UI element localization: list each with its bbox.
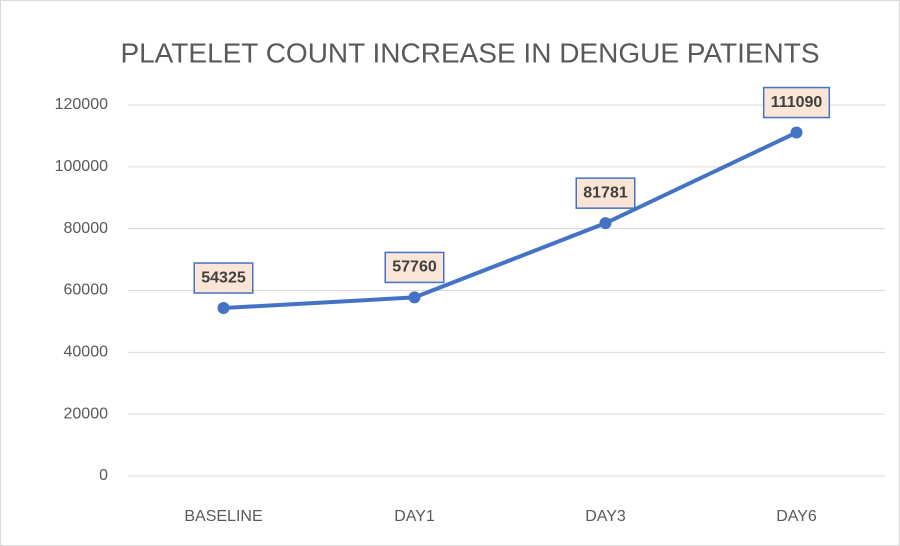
y-tick-label: 60000 xyxy=(64,282,109,299)
chart-title: PLATELET COUNT INCREASE IN DENGUE PATIEN… xyxy=(120,37,819,68)
x-tick-label: BASELINE xyxy=(184,508,262,525)
y-tick-label: 0 xyxy=(99,467,108,484)
x-tick-label: DAY1 xyxy=(394,508,435,525)
data-label-box xyxy=(762,86,831,119)
marker xyxy=(790,126,803,139)
data-label-box xyxy=(384,251,445,284)
marker xyxy=(217,302,230,315)
y-tick-label: 80000 xyxy=(64,220,109,237)
data-label: 54325 xyxy=(201,269,246,286)
data-label-box xyxy=(575,177,636,209)
marker xyxy=(599,217,612,230)
marker xyxy=(408,291,421,304)
line xyxy=(223,130,798,311)
y-tick-label: 40000 xyxy=(64,344,109,361)
data-label-box xyxy=(193,262,254,294)
data-label: 111090 xyxy=(771,94,823,111)
x-tick-label: DAY3 xyxy=(585,508,626,525)
x-tick-label: DAY6 xyxy=(776,508,817,525)
y-tick-label: 100000 xyxy=(55,158,108,175)
y-tick-label: 120000 xyxy=(55,96,108,113)
data-label: 81781 xyxy=(583,184,628,201)
data-label: 57760 xyxy=(392,259,437,276)
y-tick-label: 20000 xyxy=(64,405,109,422)
